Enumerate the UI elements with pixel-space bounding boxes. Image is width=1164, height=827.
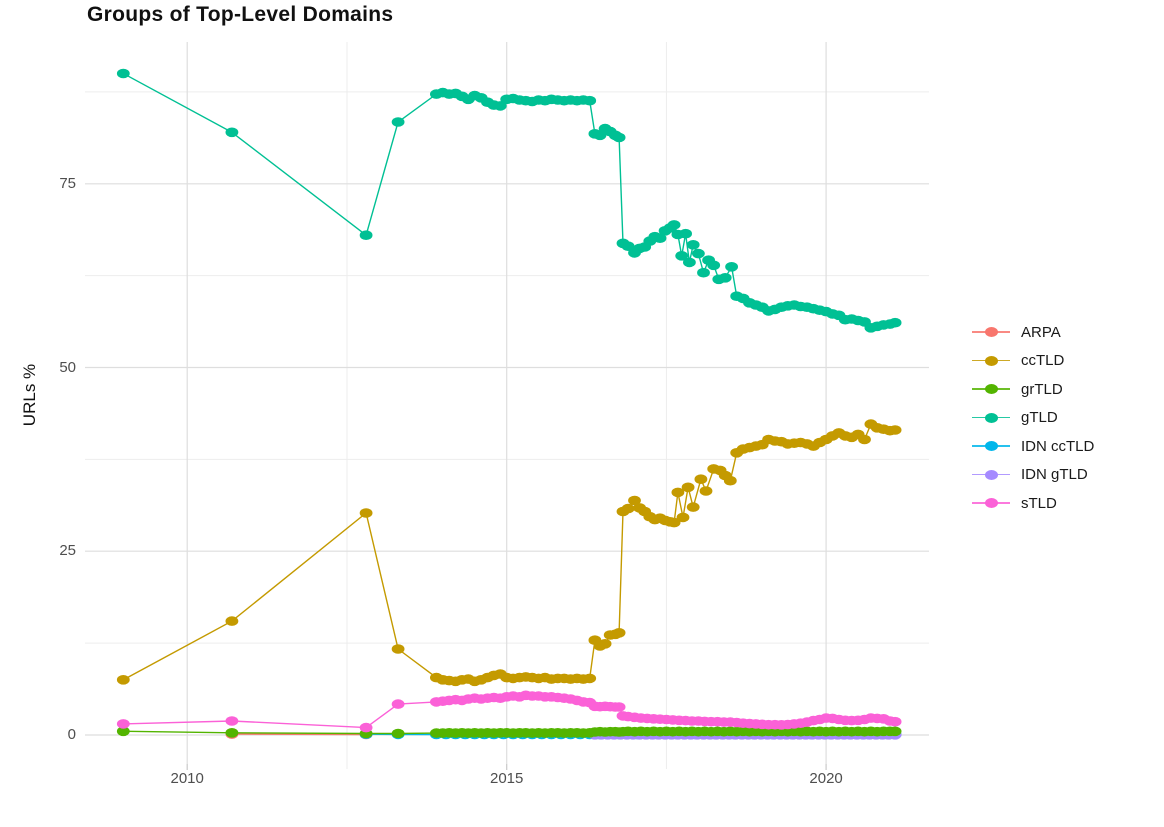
- data-point: [888, 425, 902, 435]
- data-point: [671, 487, 685, 498]
- legend-entry-ARPA: ARPA: [972, 318, 1094, 347]
- legend-entry-ccTLD: ccTLD: [972, 347, 1094, 376]
- legend-key-icon: [972, 439, 1010, 453]
- legend-entry-sTLD: sTLD: [972, 489, 1094, 518]
- data-point: [699, 486, 713, 496]
- data-point: [116, 719, 130, 729]
- legend-label: IDN ccTLD: [1021, 437, 1095, 455]
- data-point: [359, 722, 373, 733]
- data-point: [628, 495, 641, 506]
- data-point: [681, 482, 695, 493]
- data-point: [667, 220, 681, 230]
- data-point: [225, 716, 239, 726]
- legend-label: IDN gTLD: [1021, 466, 1088, 484]
- data-point: [676, 512, 690, 523]
- data-point: [621, 241, 635, 251]
- legend-entry-IDN-ccTLD: IDN ccTLD: [972, 432, 1094, 461]
- data-point: [391, 728, 405, 739]
- legend-key-icon: [972, 354, 1010, 368]
- data-point: [359, 508, 373, 518]
- y-axis-title: URLs %: [20, 363, 39, 427]
- data-point: [359, 230, 373, 240]
- data-point: [391, 117, 405, 127]
- legend-key-icon: [972, 411, 1010, 425]
- data-point: [707, 260, 721, 271]
- legend-key-icon: [972, 496, 1010, 510]
- plot-panel: [85, 42, 929, 770]
- legend-label: ccTLD: [1021, 352, 1065, 370]
- data-point: [612, 702, 626, 712]
- data-point: [612, 132, 626, 143]
- data-point: [653, 233, 667, 243]
- data-point: [225, 728, 239, 738]
- legend-key-icon: [972, 382, 1010, 396]
- data-point: [888, 716, 902, 727]
- data-point: [116, 675, 130, 685]
- data-point: [583, 673, 597, 684]
- data-point: [391, 644, 405, 654]
- legend-key-icon: [972, 325, 1010, 339]
- legend-entry-grTLD: grTLD: [972, 375, 1094, 404]
- legend-label: ARPA: [1021, 323, 1061, 341]
- series-line-gTLD: [122, 72, 896, 329]
- data-point: [888, 317, 902, 328]
- data-point: [116, 726, 130, 737]
- data-point: [888, 726, 902, 737]
- legend-label: sTLD: [1021, 494, 1057, 512]
- data-point: [686, 240, 700, 250]
- data-point: [725, 262, 738, 272]
- data-point: [723, 475, 737, 486]
- data-point: [391, 699, 405, 709]
- data-point: [493, 101, 507, 111]
- y-tick-label: 75: [59, 174, 76, 192]
- legend: ARPA ccTLD grTLD gTLD IDN ccTLD IDN gTLD sTLD: [972, 318, 1094, 518]
- data-point: [612, 628, 626, 638]
- data-point: [225, 127, 239, 138]
- x-tick-label: 2020: [809, 770, 843, 787]
- data-point: [692, 248, 705, 259]
- data-point: [697, 267, 710, 278]
- legend-entry-IDN-gTLD: IDN gTLD: [972, 461, 1094, 490]
- y-tick-label: 25: [59, 542, 76, 560]
- x-tick-label: 2010: [170, 770, 204, 787]
- legend-label: gTLD: [1021, 409, 1058, 427]
- chart-title: Groups of Top-Level Domains: [87, 3, 394, 26]
- data-point: [225, 616, 239, 626]
- data-point: [583, 95, 597, 106]
- data-point: [718, 273, 732, 283]
- data-point: [667, 517, 681, 528]
- data-point: [675, 251, 689, 261]
- y-tick-label: 0: [67, 726, 76, 743]
- data-point: [679, 228, 692, 239]
- legend-key-icon: [972, 468, 1010, 482]
- x-tick-label: 2015: [490, 770, 524, 787]
- legend-entry-gTLD: gTLD: [972, 404, 1094, 433]
- data-point: [621, 503, 635, 514]
- data-point: [694, 474, 708, 485]
- y-tick-label: 50: [59, 358, 76, 376]
- data-point: [858, 434, 871, 445]
- data-point: [116, 68, 130, 79]
- data-point: [598, 639, 612, 649]
- data-point: [683, 257, 696, 268]
- data-point: [686, 502, 700, 512]
- legend-label: grTLD: [1021, 380, 1063, 398]
